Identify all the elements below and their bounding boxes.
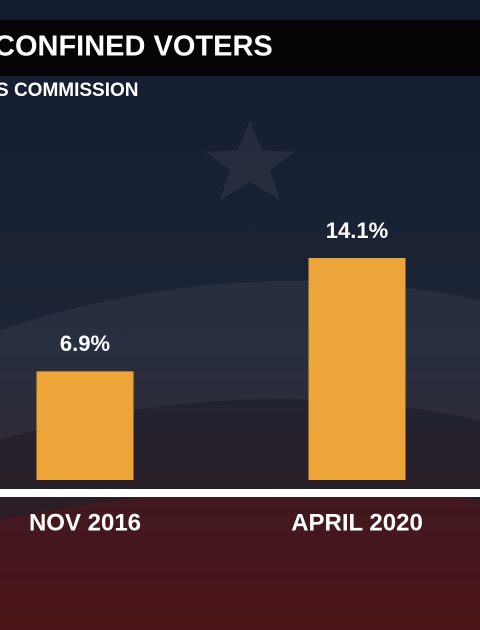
x-tick-label: NOV 2016 <box>29 509 141 536</box>
flag-star <box>205 120 295 200</box>
title-band <box>0 20 480 76</box>
flag-stripe <box>0 488 480 630</box>
value-label: 6.9% <box>60 331 110 356</box>
bar <box>308 258 406 480</box>
bar <box>36 371 134 480</box>
x-tick-label: APRIL 2020 <box>291 509 423 536</box>
baseline <box>0 489 480 497</box>
chart-title: CONFINED VOTERS <box>0 31 273 63</box>
chart-subtitle: S COMMISSION <box>0 80 139 101</box>
value-label: 14.1% <box>326 218 388 243</box>
